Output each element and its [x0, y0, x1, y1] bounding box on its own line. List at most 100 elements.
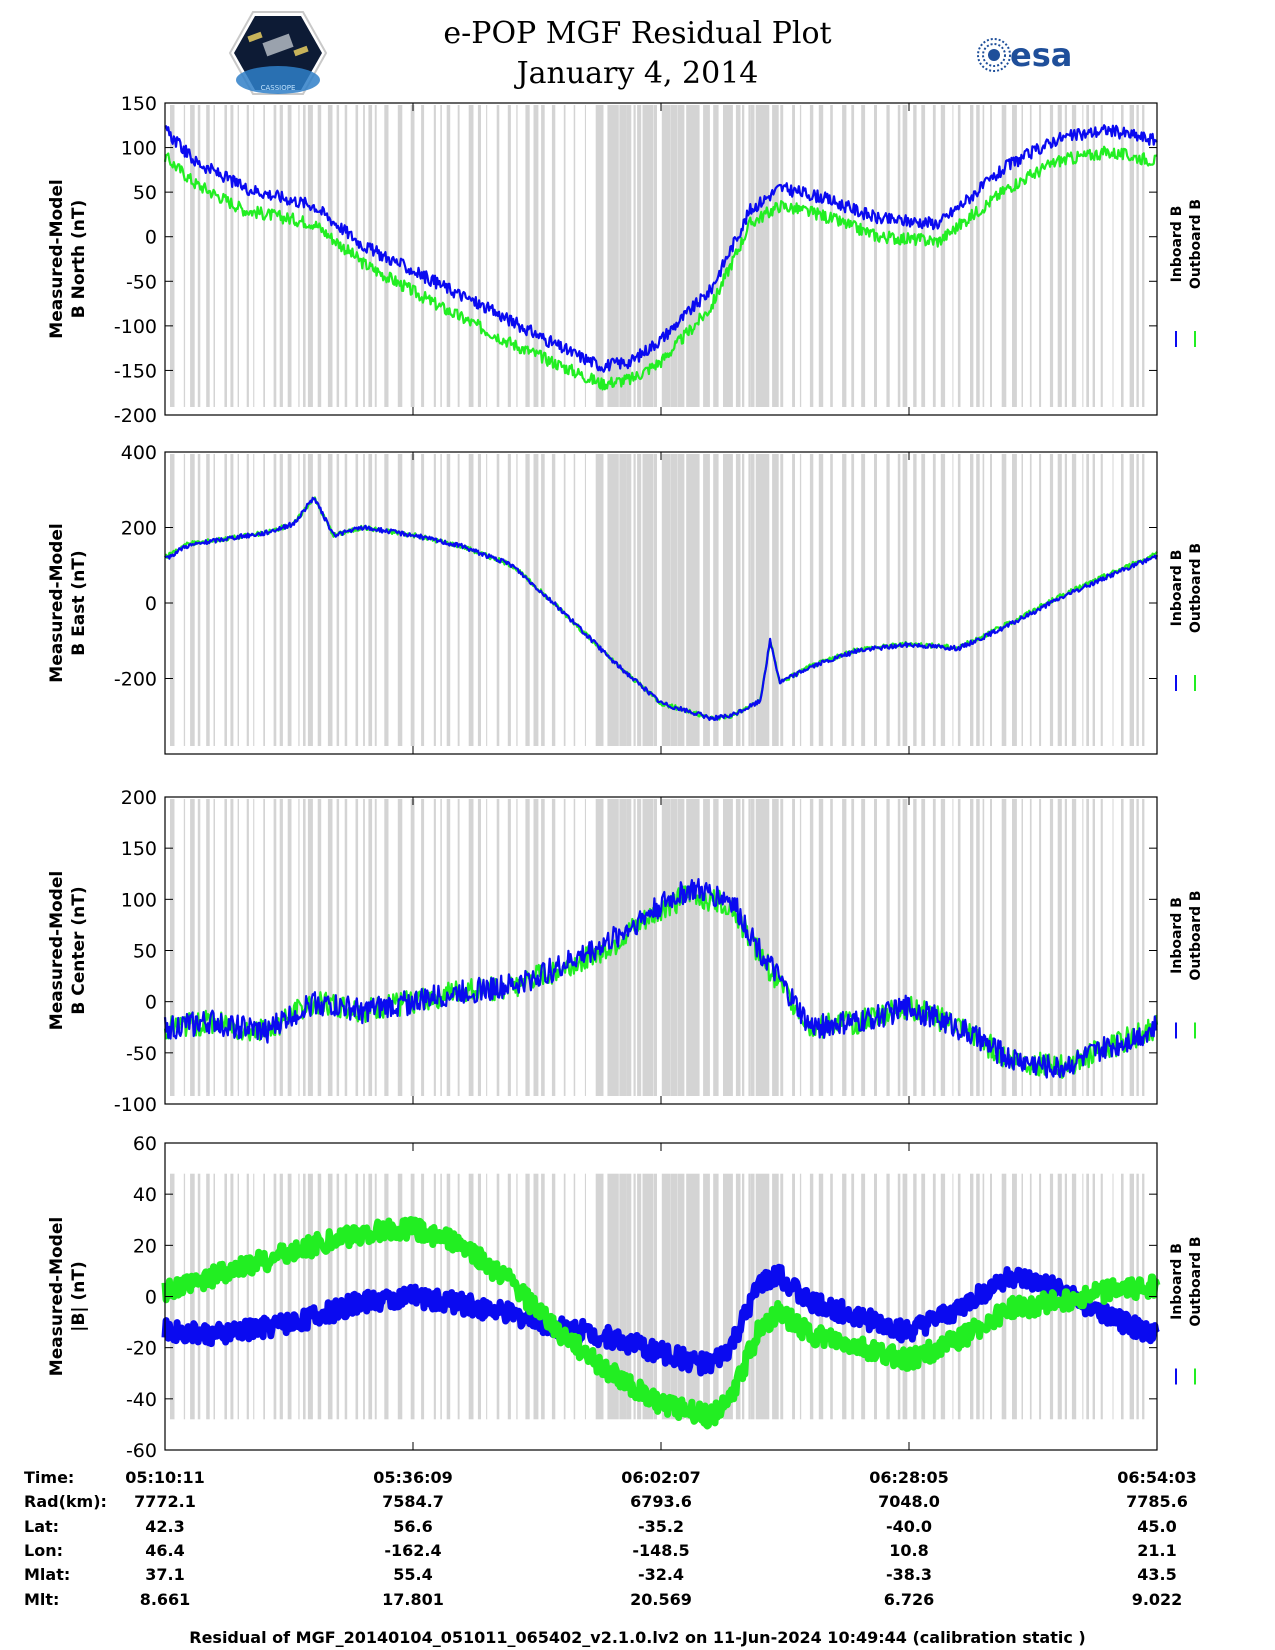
- data-gap-band: [818, 799, 824, 1096]
- outboard-series-line: [161, 1216, 1161, 1430]
- data-gap-band: [563, 454, 566, 746]
- y-tick-label: 100: [121, 138, 157, 160]
- data-gap-band: [886, 1173, 890, 1420]
- data-gap-band: [886, 799, 890, 1096]
- y-axis-label-line: Measured-Model: [47, 179, 67, 338]
- legend-label-outboard: Outboard B: [1188, 199, 1204, 289]
- data-gap-band: [748, 105, 751, 407]
- data-gap-band: [703, 105, 710, 407]
- metadata-value: 17.801: [382, 1589, 444, 1609]
- y-tick-label: 50: [133, 182, 157, 204]
- data-gap-band: [661, 454, 671, 746]
- data-gap-band: [446, 454, 451, 746]
- data-gap-band: [661, 1173, 671, 1420]
- data-gap-band: [642, 1173, 654, 1420]
- metadata-row: Time: 05:10:11 05:36:09 06:02:07 06:28:05 06:…: [0, 1468, 1275, 1492]
- metadata-value: 9.022: [1131, 1589, 1183, 1609]
- y-tick-label: 40: [133, 1184, 157, 1206]
- data-gap-band: [902, 799, 908, 1096]
- data-gap-band: [861, 1173, 866, 1420]
- data-gap-band: [397, 105, 403, 407]
- data-gap-band: [653, 454, 657, 746]
- data-gap-band: [551, 1173, 556, 1420]
- data-gap-band: [952, 1173, 954, 1420]
- data-gap-band: [670, 105, 677, 407]
- data-gap-band: [897, 105, 901, 407]
- data-gap-band: [902, 1173, 908, 1420]
- data-gap-band: [1121, 454, 1124, 746]
- data-gap-band: [563, 1173, 566, 1420]
- data-gap-band: [368, 799, 373, 1096]
- data-gap-band: [421, 454, 425, 746]
- data-gap-band: [913, 105, 917, 407]
- data-gap-band: [287, 799, 292, 1096]
- data-gap-band: [525, 105, 530, 407]
- y-tick-label: 0: [145, 593, 157, 615]
- data-gap-band: [976, 454, 980, 746]
- data-gap-band: [287, 454, 292, 746]
- metadata-label: Mlt:: [24, 1589, 60, 1609]
- data-gap-band: [541, 1173, 545, 1420]
- data-gap-band: [279, 1173, 283, 1420]
- data-gap-band: [246, 454, 249, 746]
- data-gap-band: [921, 105, 926, 407]
- y-tick-label: 0: [145, 227, 157, 249]
- data-gap-band: [1012, 454, 1017, 746]
- data-gap-band: [642, 799, 654, 1096]
- data-gap-band: [970, 799, 974, 1096]
- data-gap-band: [303, 1173, 306, 1420]
- data-gap-band: [273, 799, 277, 1096]
- metadata-label: Time:: [24, 1468, 75, 1487]
- data-gap-band: [670, 454, 677, 746]
- metadata-value: 6793.6: [630, 1492, 692, 1512]
- data-gap-band: [1092, 454, 1095, 746]
- metadata-value: -162.4: [384, 1540, 442, 1560]
- data-gap-band: [224, 454, 227, 746]
- data-gap-band: [263, 1173, 265, 1420]
- data-gap-band: [677, 799, 685, 1096]
- plot-frame: [164, 102, 1158, 416]
- data-gap-band: [703, 1173, 710, 1420]
- data-gap-band: [230, 454, 234, 746]
- data-gap-band: [990, 799, 992, 1096]
- data-gap-band: [477, 105, 481, 407]
- data-gap-band: [344, 799, 348, 1096]
- data-gap-band: [279, 105, 283, 407]
- data-gap-band: [230, 105, 234, 407]
- data-gap-band: [421, 799, 425, 1096]
- y-tick-label: -200: [114, 669, 157, 691]
- y-tick-label: -100: [114, 1094, 157, 1116]
- data-gap-band: [307, 105, 313, 407]
- data-gap-band: [982, 454, 985, 746]
- data-gap-band: [273, 454, 277, 746]
- data-gap-band: [723, 799, 733, 1096]
- data-gap-band: [477, 1173, 481, 1420]
- data-gap-band: [861, 105, 866, 407]
- outboard-series-line: [163, 145, 1158, 391]
- data-gap-band: [1129, 454, 1134, 746]
- metadata-value: 7584.7: [382, 1492, 444, 1512]
- data-gap-band: [1029, 454, 1032, 746]
- data-gap-band: [990, 105, 992, 407]
- metadata-value: 10.8: [889, 1540, 929, 1560]
- y-tick-label: -20: [126, 1338, 157, 1360]
- data-gap-band: [486, 454, 488, 746]
- legend-label-inboard: Inboard B: [1169, 897, 1185, 974]
- data-gap-band: [842, 105, 847, 407]
- data-gap-band: [298, 454, 300, 746]
- data-gap-band: [932, 1173, 936, 1420]
- data-gap-band: [563, 799, 566, 1096]
- footer-note: Residual of MGF_20140104_051011_065402_v…: [189, 1628, 1086, 1647]
- data-gap-band: [921, 1173, 926, 1420]
- data-gap-band: [1049, 105, 1054, 407]
- data-gap-band: [237, 454, 239, 746]
- metadata-value: 56.6: [393, 1516, 433, 1536]
- data-gap-band: [842, 1173, 847, 1420]
- data-gap-band: [809, 799, 814, 1096]
- data-gap-band: [1039, 799, 1042, 1096]
- data-gap-band: [723, 1173, 733, 1420]
- data-gap-band: [183, 799, 186, 1096]
- y-tick-label: 0: [145, 1287, 157, 1309]
- data-gap-band: [626, 799, 632, 1096]
- data-gap-band: [457, 454, 460, 746]
